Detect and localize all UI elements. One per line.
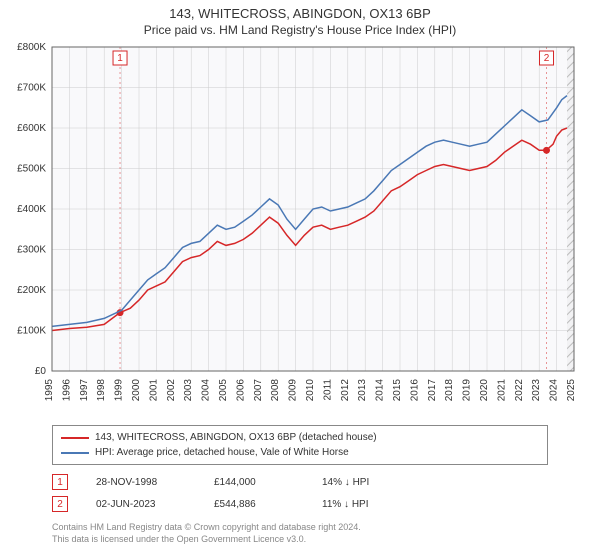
legend-swatch xyxy=(61,437,89,439)
svg-text:1999: 1999 xyxy=(114,379,125,402)
svg-text:£400K: £400K xyxy=(17,204,46,215)
svg-text:£100K: £100K xyxy=(17,326,46,337)
svg-text:£300K: £300K xyxy=(17,245,46,256)
svg-text:2014: 2014 xyxy=(375,379,386,402)
svg-text:2010: 2010 xyxy=(305,379,316,402)
svg-text:2013: 2013 xyxy=(357,379,368,402)
svg-text:2000: 2000 xyxy=(131,379,142,402)
svg-text:2016: 2016 xyxy=(409,379,420,402)
event-date: 02-JUN-2023 xyxy=(96,499,186,510)
svg-text:2022: 2022 xyxy=(514,379,525,402)
event-date: 28-NOV-1998 xyxy=(96,477,186,488)
svg-text:2: 2 xyxy=(544,53,550,64)
svg-text:2003: 2003 xyxy=(183,379,194,402)
svg-text:2005: 2005 xyxy=(218,379,229,402)
legend-box: 143, WHITECROSS, ABINGDON, OX13 6BP (det… xyxy=(52,425,548,465)
svg-text:£0: £0 xyxy=(35,366,47,377)
svg-text:2002: 2002 xyxy=(166,379,177,402)
svg-text:2011: 2011 xyxy=(322,379,333,401)
footer-line-1: Contains HM Land Registry data © Crown c… xyxy=(52,521,548,533)
svg-text:1: 1 xyxy=(117,53,123,64)
event-badge: 2 xyxy=(52,496,68,512)
event-row: 1 28-NOV-1998 £144,000 14% ↓ HPI xyxy=(52,471,548,493)
svg-text:2001: 2001 xyxy=(148,379,159,402)
svg-text:2012: 2012 xyxy=(340,379,351,402)
svg-text:2018: 2018 xyxy=(444,379,455,402)
page-title: 143, WHITECROSS, ABINGDON, OX13 6BP xyxy=(0,0,600,21)
svg-text:2008: 2008 xyxy=(270,379,281,402)
svg-text:2023: 2023 xyxy=(531,379,542,402)
svg-text:2017: 2017 xyxy=(427,379,438,402)
svg-text:1997: 1997 xyxy=(79,379,90,402)
svg-text:2020: 2020 xyxy=(479,379,490,402)
svg-text:£500K: £500K xyxy=(17,164,46,175)
svg-text:1995: 1995 xyxy=(44,379,55,402)
svg-text:2006: 2006 xyxy=(235,379,246,402)
chart-svg: £0 £100K £200K £300K £400K £500K £600K £700K £80… xyxy=(0,41,600,421)
svg-text:£200K: £200K xyxy=(17,285,46,296)
legend-swatch xyxy=(61,452,89,454)
svg-text:£700K: £700K xyxy=(17,83,46,94)
page-subtitle: Price paid vs. HM Land Registry's House … xyxy=(0,21,600,41)
svg-text:1996: 1996 xyxy=(61,379,72,402)
svg-text:2019: 2019 xyxy=(462,379,473,402)
svg-text:1998: 1998 xyxy=(96,379,107,402)
svg-text:2021: 2021 xyxy=(496,379,507,402)
price-chart: £0 £100K £200K £300K £400K £500K £600K £700K £80… xyxy=(0,41,600,421)
legend-label: 143, WHITECROSS, ABINGDON, OX13 6BP (det… xyxy=(95,430,377,445)
legend-row: HPI: Average price, detached house, Vale… xyxy=(61,445,539,460)
svg-text:2009: 2009 xyxy=(288,379,299,402)
svg-text:2004: 2004 xyxy=(201,379,212,402)
svg-text:2015: 2015 xyxy=(392,379,403,402)
legend-row: 143, WHITECROSS, ABINGDON, OX13 6BP (det… xyxy=(61,430,539,445)
svg-text:2025: 2025 xyxy=(566,379,577,402)
svg-text:2007: 2007 xyxy=(253,379,264,402)
event-badge: 1 xyxy=(52,474,68,490)
event-delta: 14% ↓ HPI xyxy=(322,477,412,488)
event-delta: 11% ↓ HPI xyxy=(322,499,412,510)
svg-text:2024: 2024 xyxy=(549,379,560,402)
event-table: 1 28-NOV-1998 £144,000 14% ↓ HPI 2 02-JUN-202… xyxy=(52,471,548,515)
event-price: £144,000 xyxy=(214,477,294,488)
footer-attribution: Contains HM Land Registry data © Crown c… xyxy=(52,521,548,545)
legend-label: HPI: Average price, detached house, Vale… xyxy=(95,445,349,460)
svg-text:£600K: £600K xyxy=(17,123,46,134)
event-row: 2 02-JUN-2023 £544,886 11% ↓ HPI xyxy=(52,493,548,515)
footer-line-2: This data is licensed under the Open Gov… xyxy=(52,533,548,545)
event-price: £544,886 xyxy=(214,499,294,510)
svg-text:£800K: £800K xyxy=(17,42,46,53)
